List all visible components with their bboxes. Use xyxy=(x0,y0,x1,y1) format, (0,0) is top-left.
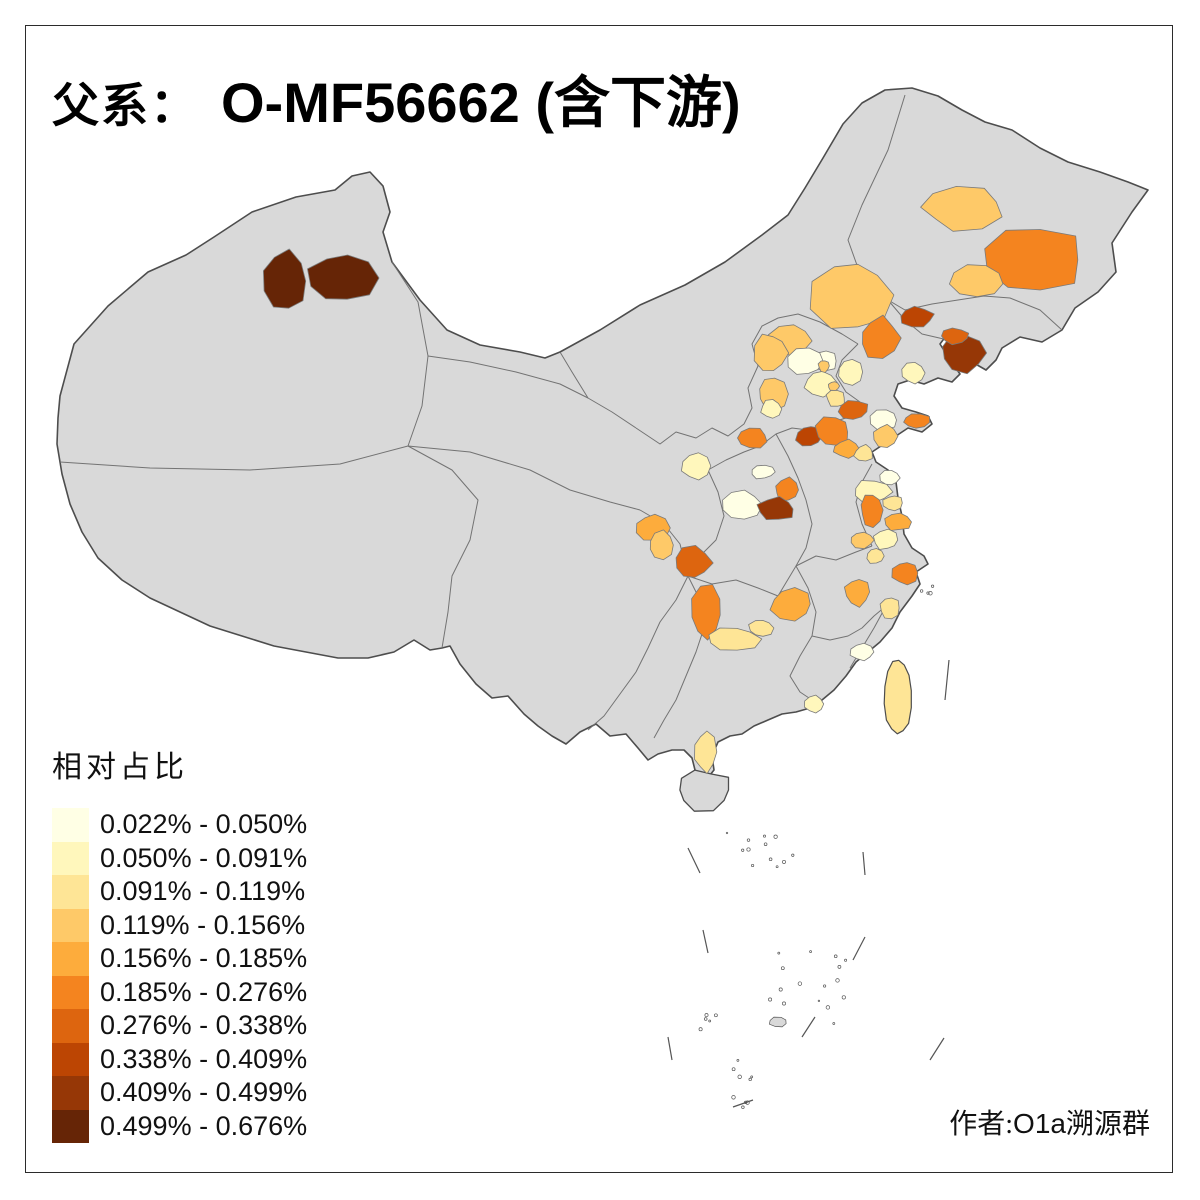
map-region xyxy=(775,476,799,502)
map-title: 父系： O-MF56662 (含下游) xyxy=(52,58,741,139)
legend-label: 0.119% - 0.156% xyxy=(100,909,306,940)
legend-label: 0.022% - 0.050% xyxy=(100,809,308,839)
legend: 相对占比 0.022% - 0.050% 0.050% - 0.091% 0.091… xyxy=(52,742,307,1143)
map-region xyxy=(984,229,1079,291)
prefecture-regions xyxy=(263,186,1079,775)
map-region xyxy=(675,545,714,578)
map-region xyxy=(756,496,794,520)
map-region xyxy=(760,399,783,419)
hainan-island xyxy=(679,769,730,812)
legend-rows: 0.022% - 0.050% 0.050% - 0.091% 0.091% - 0… xyxy=(52,808,307,1143)
legend-row: 0.050% - 0.091% xyxy=(52,841,308,875)
map-region xyxy=(649,529,674,561)
legend-label: 0.185% - 0.276% xyxy=(100,976,308,1007)
legend-row: 0.409% - 0.499% xyxy=(52,1076,307,1110)
map-region xyxy=(900,305,935,328)
map-region xyxy=(722,489,764,520)
map-region xyxy=(873,528,899,550)
map-region xyxy=(748,620,775,637)
legend-label: 0.276% - 0.338% xyxy=(100,1010,308,1040)
title-prefix: 父系： xyxy=(52,81,199,133)
map-region xyxy=(681,452,712,481)
taiwan-region xyxy=(883,659,912,735)
legend-row: 0.276% - 0.338% xyxy=(52,1009,307,1043)
legend-swatch xyxy=(52,908,89,942)
legend-row: 0.119% - 0.156% xyxy=(52,908,307,942)
legend-swatch xyxy=(52,975,89,1009)
author-credit-text: 作者: xyxy=(949,1109,1014,1140)
legend-row: 0.185% - 0.276% xyxy=(52,975,308,1009)
map-region xyxy=(837,400,869,420)
legend-swatch xyxy=(52,1109,89,1143)
legend-swatch xyxy=(52,1076,89,1110)
map-region xyxy=(903,413,930,429)
title-haplogroup: O-MF56662 (含下游) xyxy=(221,71,741,134)
map-region xyxy=(753,333,790,371)
sea-islands xyxy=(667,584,950,1109)
legend-label: 0.156% - 0.185% xyxy=(100,943,308,973)
map-region xyxy=(838,359,863,386)
map-region xyxy=(941,327,970,346)
legend-label: 0.050% - 0.091% xyxy=(100,842,308,873)
map-region xyxy=(901,362,926,385)
author-credit: 作者:O1a溯源群 xyxy=(949,1102,1150,1142)
map-region xyxy=(263,248,307,309)
map-region xyxy=(882,495,903,512)
legend-swatch xyxy=(52,1042,89,1076)
map-region xyxy=(708,627,763,651)
author-credit-text: 溯源群 xyxy=(1065,1109,1150,1140)
map-region xyxy=(787,347,824,375)
legend-row: 0.091% - 0.119% xyxy=(52,875,307,909)
map-region xyxy=(737,427,768,449)
map-region xyxy=(694,730,718,775)
legend-row: 0.499% - 0.676% xyxy=(52,1109,308,1143)
map-region xyxy=(849,642,875,662)
map-region xyxy=(860,494,884,528)
legend-label: 0.091% - 0.119% xyxy=(100,876,306,906)
map-region xyxy=(850,531,875,550)
map-region xyxy=(879,597,900,620)
legend-row: 0.338% - 0.409% xyxy=(52,1042,308,1076)
map-region xyxy=(866,548,885,564)
map-region xyxy=(862,314,902,359)
map-region xyxy=(949,264,1004,298)
map-region xyxy=(873,424,899,448)
panel-border xyxy=(25,25,1173,1173)
map-region xyxy=(853,444,873,462)
map-region xyxy=(828,381,840,392)
legend-swatch xyxy=(52,808,89,842)
map-region xyxy=(891,562,919,586)
map-region xyxy=(884,512,912,531)
legend-label: 0.409% - 0.499% xyxy=(100,1077,308,1107)
map-region xyxy=(804,694,825,714)
legend-title: 相对占比 xyxy=(52,751,188,784)
author-credit-text: O1a xyxy=(1013,1108,1066,1139)
legend-row: 0.156% - 0.185% xyxy=(52,942,307,976)
map-region xyxy=(942,334,987,375)
map-region xyxy=(833,438,860,459)
legend-swatch xyxy=(52,875,89,909)
map-region xyxy=(307,254,380,300)
legend-swatch xyxy=(52,942,89,976)
province-borders xyxy=(59,94,1063,739)
legend-label: 0.499% - 0.676% xyxy=(100,1110,308,1141)
map-region xyxy=(817,360,830,373)
map-region xyxy=(769,587,811,622)
map-region xyxy=(751,464,776,480)
legend-row: 0.022% - 0.050% xyxy=(52,808,307,842)
map-region xyxy=(879,470,901,486)
map-region xyxy=(844,579,870,608)
legend-label: 0.338% - 0.409% xyxy=(100,1043,308,1074)
legend-swatch xyxy=(52,841,89,875)
legend-swatch xyxy=(52,1009,89,1043)
map-region xyxy=(920,186,1003,232)
